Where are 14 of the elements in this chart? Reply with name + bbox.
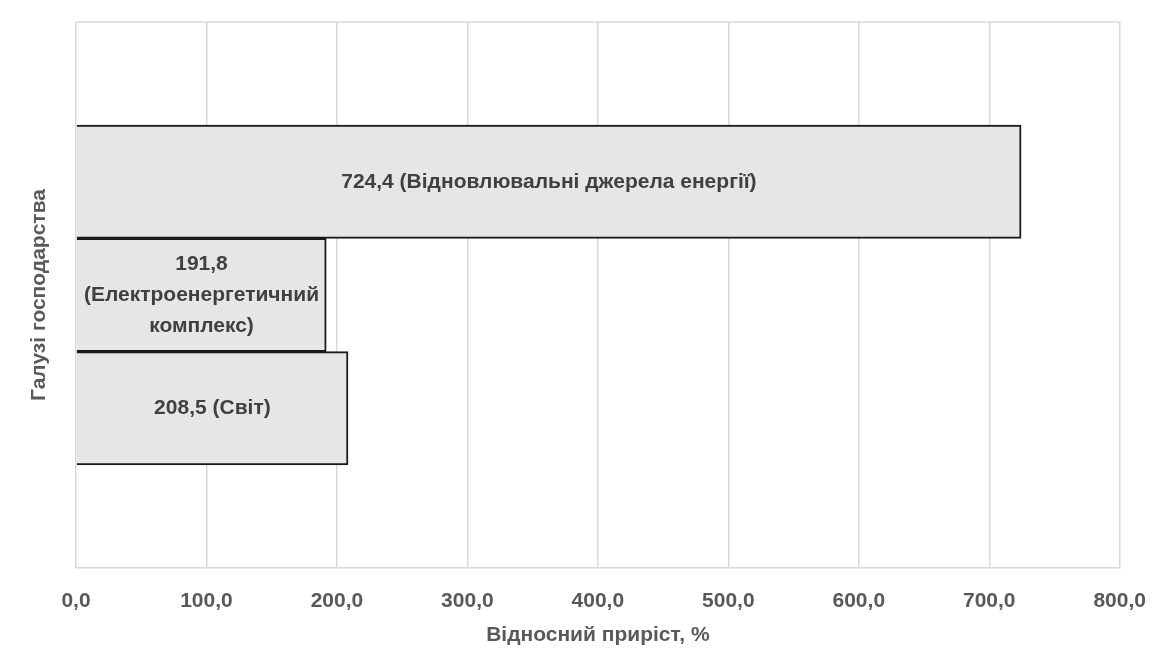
- x-tick-label: 800,0: [1093, 588, 1147, 612]
- x-tick-label: 500,0: [702, 588, 755, 612]
- data-label: 208,5 (Світ): [154, 395, 271, 419]
- data-label: 724,4 (Відновлювальні джерела енергії): [341, 168, 757, 192]
- x-tick-label: 0,0: [61, 588, 91, 612]
- data-label: 191,8 (Електроенергетичний комплекс): [83, 250, 320, 336]
- x-tick-label: 200,0: [310, 588, 364, 612]
- x-tick-label: 100,0: [180, 588, 233, 612]
- x-tick-label: 300,0: [441, 588, 494, 612]
- y-axis-title: Галузі господарства: [26, 188, 50, 401]
- x-tick-label: 600,0: [832, 588, 886, 612]
- x-tick-label: 400,0: [571, 588, 625, 612]
- x-tick-label: 700,0: [962, 588, 1016, 612]
- x-axis-title: Відносний приріст, %: [486, 622, 710, 646]
